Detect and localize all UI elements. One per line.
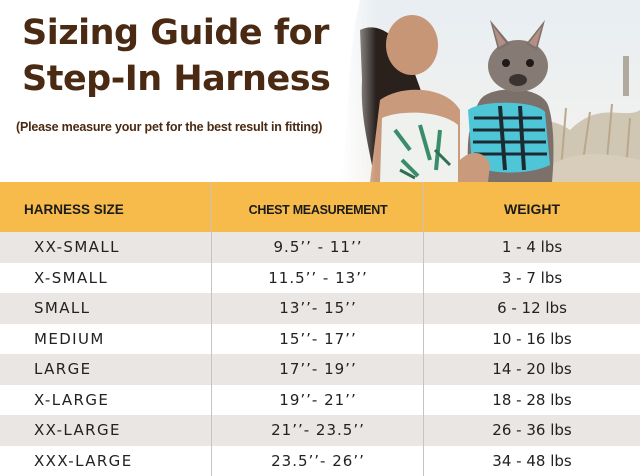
table-row: X-LARGE 19’’- 21’’ 18 - 28 lbs (0, 384, 640, 415)
column-divider (423, 182, 424, 476)
header-chest-measurement: CHEST MEASUREMENT (248, 203, 388, 217)
page-title: Sizing Guide for Step-In Harness (22, 10, 331, 102)
table-row: SMALL 13’’- 15’’ 6 - 12 lbs (0, 293, 640, 324)
chest-cell: 15’’- 17’’ (279, 329, 357, 348)
size-cell: XXX-LARGE (34, 451, 133, 470)
size-cell: XX-LARGE (34, 421, 121, 439)
table-header: HARNESS SIZE CHEST MEASUREMENT WEIGHT (0, 182, 640, 232)
size-table: HARNESS SIZE CHEST MEASUREMENT WEIGHT XX… (0, 182, 640, 476)
title-line-2: Step-In Harness (22, 59, 331, 99)
size-cell: X-LARGE (34, 390, 110, 409)
table-row: MEDIUM 15’’- 17’’ 10 - 16 lbs (0, 323, 640, 354)
weight-cell: 26 - 36 lbs (492, 421, 572, 439)
table-row: XX-SMALL 9.5’’ - 11’’ 1 - 4 lbs (0, 232, 640, 263)
size-cell: XX-SMALL (34, 238, 120, 256)
chest-cell: 23.5’’- 26’’ (271, 451, 365, 470)
chest-cell: 21’’- 23.5’’ (271, 421, 365, 439)
column-divider (211, 182, 212, 476)
weight-cell: 1 - 4 lbs (501, 238, 563, 256)
header-harness-size: HARNESS SIZE (24, 202, 124, 217)
size-cell: X-SMALL (34, 268, 109, 287)
chest-cell: 17’’- 19’’ (279, 360, 357, 378)
dog-photo (340, 0, 640, 182)
subtitle: (Please measure your pet for the best re… (16, 120, 323, 134)
size-cell: SMALL (34, 299, 91, 317)
table-row: XX-LARGE 21’’- 23.5’’ 26 - 36 lbs (0, 415, 640, 446)
table-row: X-SMALL 11.5’’ - 13’’ 3 - 7 lbs (0, 262, 640, 293)
title-line-1: Sizing Guide for (22, 13, 329, 53)
weight-cell: 3 - 7 lbs (501, 268, 563, 287)
weight-cell: 10 - 16 lbs (492, 329, 572, 348)
chest-cell: 13’’- 15’’ (279, 299, 357, 317)
table-row: XXX-LARGE 23.5’’- 26’’ 34 - 48 lbs (0, 445, 640, 476)
table-row: LARGE 17’’- 19’’ 14 - 20 lbs (0, 354, 640, 385)
chest-cell: 11.5’’ - 13’’ (268, 268, 368, 287)
header-weight: WEIGHT (504, 201, 560, 217)
size-cell: LARGE (34, 360, 92, 378)
weight-cell: 18 - 28 lbs (492, 390, 572, 409)
chest-cell: 9.5’’ - 11’’ (273, 238, 363, 256)
weight-cell: 14 - 20 lbs (492, 360, 572, 378)
weight-cell: 34 - 48 lbs (492, 451, 572, 470)
chest-cell: 19’’- 21’’ (279, 390, 357, 409)
table-body: XX-SMALL 9.5’’ - 11’’ 1 - 4 lbs X-SMALL … (0, 232, 640, 476)
weight-cell: 6 - 12 lbs (497, 299, 567, 317)
size-cell: MEDIUM (34, 329, 105, 348)
